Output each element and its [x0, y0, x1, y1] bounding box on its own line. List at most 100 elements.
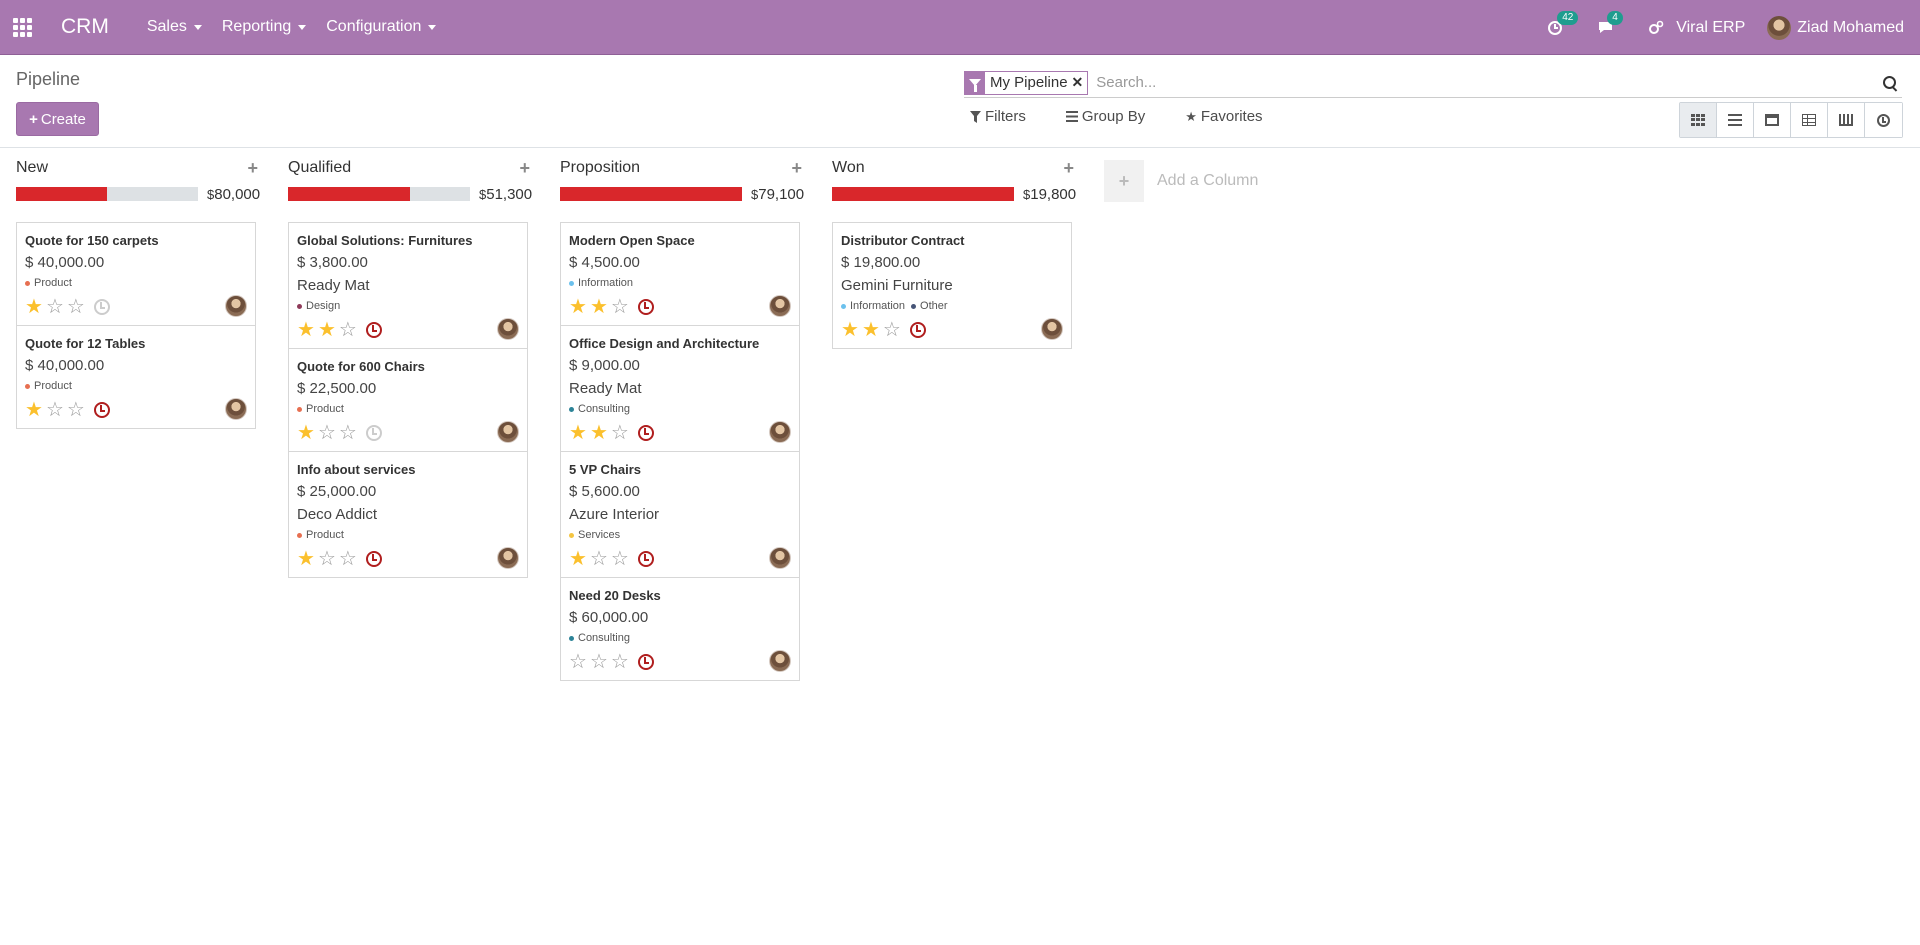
priority-star-icon[interactable]: ★: [861, 319, 880, 341]
priority-star-icon[interactable]: ☆: [45, 399, 64, 421]
opportunity-card[interactable]: Info about services $ 25,000.00 Deco Addic…: [289, 452, 527, 577]
card-title: Need 20 Desks: [569, 588, 661, 603]
activity-clock-icon[interactable]: [637, 654, 654, 670]
priority-star-icon[interactable]: ★: [589, 296, 608, 318]
tag: Design: [297, 300, 340, 312]
add-column[interactable]: + Add a Column: [1104, 160, 1258, 202]
activity-view-button[interactable]: [1865, 103, 1902, 137]
tag-label: Product: [34, 277, 72, 289]
priority-star-icon[interactable]: ☆: [66, 399, 85, 421]
opportunity-card[interactable]: Quote for 600 Chairs $ 22,500.00 Product ★ ☆…: [289, 349, 527, 452]
priority-star-icon[interactable]: ☆: [610, 548, 629, 570]
search-icon[interactable]: [1882, 75, 1898, 91]
facet-label: My Pipeline: [990, 74, 1068, 91]
column-title[interactable]: Won: [832, 159, 865, 176]
card-footer: ★ ☆ ☆: [25, 400, 247, 420]
activity-clock-icon[interactable]: [909, 322, 926, 338]
company-switcher[interactable]: Viral ERP: [1648, 19, 1745, 37]
card-amount: $ 3,800.00: [297, 254, 368, 271]
caret-down-icon: [193, 24, 202, 30]
priority-star-icon[interactable]: ☆: [610, 651, 629, 673]
activity-clock-icon[interactable]: [637, 425, 654, 441]
graph-view-button[interactable]: [1828, 103, 1865, 137]
progress-bar[interactable]: [288, 187, 470, 201]
priority-star-icon[interactable]: ☆: [569, 651, 587, 673]
activity-menu[interactable]: 42: [1547, 10, 1579, 36]
card-tags: Information: [569, 277, 791, 289]
pivot-view-button[interactable]: [1791, 103, 1828, 137]
activity-clock-icon[interactable]: [365, 425, 382, 441]
priority-star-icon[interactable]: ☆: [66, 296, 85, 318]
priority-star-icon[interactable]: ☆: [610, 296, 629, 318]
priority-star-icon[interactable]: ★: [589, 422, 608, 444]
filters-toggle[interactable]: Filters: [970, 108, 1026, 125]
priority-star-icon[interactable]: ★: [569, 296, 587, 318]
activity-clock-icon[interactable]: [637, 551, 654, 567]
create-button[interactable]: + Create: [16, 102, 99, 136]
card-list: Quote for 150 carpets $ 40,000.00 Product ★…: [16, 222, 256, 429]
priority-star-icon[interactable]: ☆: [589, 651, 608, 673]
activity-badge: 42: [1557, 10, 1579, 25]
systray: 42 4 Viral ERP Ziad Mohamed: [1525, 0, 1904, 55]
priority-star-icon[interactable]: ★: [569, 548, 587, 570]
tag-color-dot: [25, 280, 30, 286]
opportunity-card[interactable]: Distributor Contract $ 19,800.00 Gemini Fu…: [833, 223, 1071, 348]
priority-star-icon[interactable]: ☆: [338, 319, 357, 341]
priority-star-icon[interactable]: ☆: [882, 319, 901, 341]
priority-star-icon[interactable]: ★: [297, 422, 315, 444]
quick-create-plus-icon[interactable]: +: [247, 157, 258, 178]
kanban-view-button[interactable]: [1680, 103, 1717, 137]
search-input[interactable]: [1096, 74, 1882, 91]
tag-color-dot: [569, 532, 574, 538]
user-menu[interactable]: Ziad Mohamed: [1767, 15, 1904, 40]
activity-clock-icon[interactable]: [93, 299, 110, 315]
opportunity-card[interactable]: Modern Open Space $ 4,500.00 Information ★ ★…: [561, 223, 799, 326]
opportunity-card[interactable]: Need 20 Desks $ 60,000.00 Consulting ☆ ☆ ☆: [561, 578, 799, 680]
favorites-toggle[interactable]: ★ Favorites: [1185, 108, 1262, 125]
priority-star-icon[interactable]: ★: [841, 319, 859, 341]
activity-clock-icon[interactable]: [365, 551, 382, 567]
apps-menu-icon[interactable]: [0, 0, 44, 55]
column-title[interactable]: Proposition: [560, 159, 641, 176]
priority-star-icon[interactable]: ★: [317, 319, 336, 341]
activity-clock-icon[interactable]: [365, 322, 382, 338]
messaging-menu[interactable]: 4: [1597, 11, 1623, 35]
menu-reporting[interactable]: Reporting: [222, 18, 307, 36]
priority-star-icon[interactable]: ★: [25, 296, 43, 318]
groupby-toggle[interactable]: Group By: [1065, 108, 1145, 125]
column-total-value: 51,300: [486, 185, 533, 203]
menu-configuration[interactable]: Configuration: [326, 18, 437, 36]
calendar-view-button[interactable]: [1754, 103, 1791, 137]
priority-star-icon[interactable]: ☆: [338, 422, 357, 444]
opportunity-card[interactable]: Quote for 12 Tables $ 40,000.00 Product ★ ☆ ☆: [17, 326, 255, 428]
list-view-button[interactable]: [1717, 103, 1754, 137]
priority-star-icon[interactable]: ★: [297, 319, 315, 341]
activity-clock-icon[interactable]: [93, 402, 110, 418]
priority-star-icon[interactable]: ☆: [610, 422, 629, 444]
quick-create-plus-icon[interactable]: +: [791, 157, 802, 178]
priority-star-icon[interactable]: ☆: [589, 548, 608, 570]
column-title[interactable]: New: [16, 159, 49, 176]
menu-sales[interactable]: Sales: [147, 18, 202, 36]
progress-bar[interactable]: [560, 187, 742, 201]
progress-bar[interactable]: [832, 187, 1014, 201]
opportunity-card[interactable]: Global Solutions: Furnitures $ 3,800.00 Re…: [289, 223, 527, 349]
activity-clock-icon[interactable]: [637, 299, 654, 315]
priority-star-icon[interactable]: ☆: [45, 296, 64, 318]
quick-create-plus-icon[interactable]: +: [519, 157, 530, 178]
priority-star-icon[interactable]: ★: [569, 422, 587, 444]
app-brand[interactable]: CRM: [61, 15, 109, 38]
priority-star-icon[interactable]: ☆: [317, 548, 336, 570]
progress-bar[interactable]: [16, 187, 198, 201]
table-icon: [1802, 114, 1816, 126]
priority-star-icon[interactable]: ☆: [338, 548, 357, 570]
column-title[interactable]: Qualified: [288, 159, 352, 176]
priority-star-icon[interactable]: ☆: [317, 422, 336, 444]
opportunity-card[interactable]: 5 VP Chairs $ 5,600.00 Azure Interior Servi…: [561, 452, 799, 578]
opportunity-card[interactable]: Office Design and Architecture $ 9,000.00…: [561, 326, 799, 452]
facet-remove-icon[interactable]: ✕: [1071, 74, 1084, 90]
priority-star-icon[interactable]: ★: [25, 399, 43, 421]
quick-create-plus-icon[interactable]: +: [1063, 157, 1074, 178]
opportunity-card[interactable]: Quote for 150 carpets $ 40,000.00 Product ★…: [17, 223, 255, 326]
priority-star-icon[interactable]: ★: [297, 548, 315, 570]
